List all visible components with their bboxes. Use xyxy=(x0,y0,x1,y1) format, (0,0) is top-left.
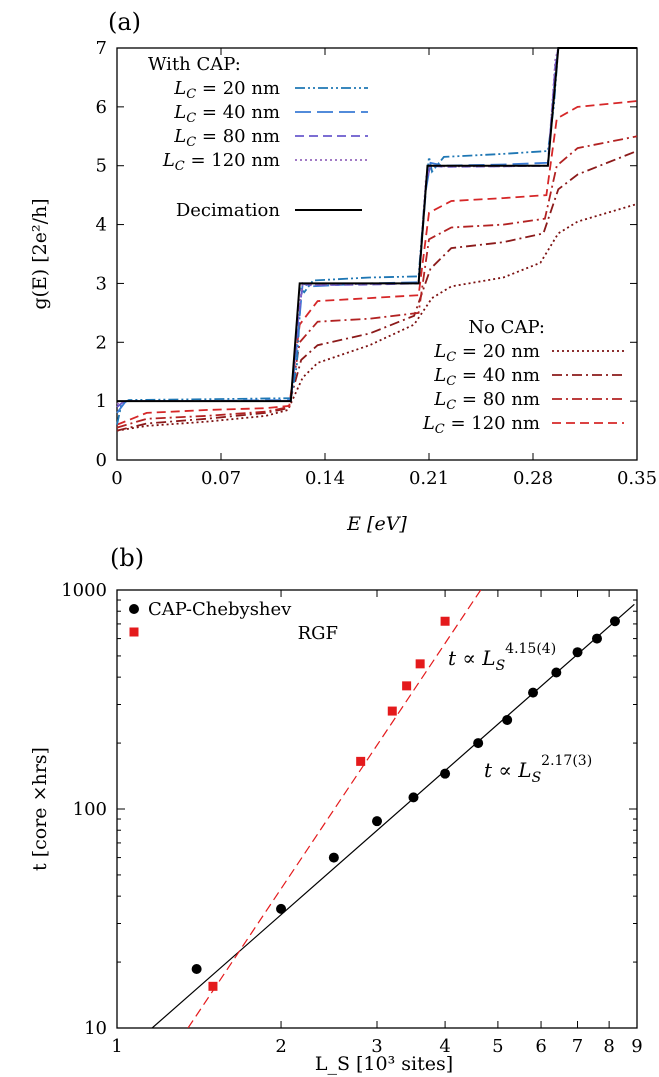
panel-b-frame xyxy=(116,589,638,1029)
a-legend-label-no-cap-2: LC = 80 nm xyxy=(433,389,540,413)
a-xtick-label: 0.28 xyxy=(513,468,553,489)
b-point-rgf xyxy=(208,981,218,991)
b-point-rgf xyxy=(356,756,366,766)
a-legend-title-with-cap: With CAP: xyxy=(148,54,241,75)
panel-b-points xyxy=(191,616,620,991)
b-annotation-cap-scaling: t ∝ LS2.17(3) xyxy=(484,753,592,786)
b-point-cap-chebyshev xyxy=(502,714,513,725)
b-ytick-label: 100 xyxy=(73,799,107,820)
b-point-cap-chebyshev xyxy=(609,616,620,627)
b-legend-label-rgf: RGF xyxy=(298,623,338,644)
panel-b-xlabel: L_S [10³ sites] xyxy=(315,1053,453,1075)
b-ytick-label: 1000 xyxy=(61,580,107,601)
panel-a-label: (a) xyxy=(108,8,141,36)
panel-b-label: (b) xyxy=(110,544,144,572)
a-xtick-label: 0 xyxy=(111,468,122,489)
b-point-cap-chebyshev xyxy=(328,852,339,863)
b-point-cap-chebyshev xyxy=(408,792,419,803)
a-xtick-label: 0.21 xyxy=(409,468,449,489)
a-ytick-label: 7 xyxy=(96,38,107,59)
b-xtick-label: 2 xyxy=(275,1036,286,1057)
a-series-line-6 xyxy=(116,150,638,432)
a-legend-label-with-cap-3: LC = 120 nm xyxy=(162,150,280,174)
b-point-rgf xyxy=(440,616,450,626)
panel-a-ticks: 0 0.07 0.14 0.21 0.28 0.35 0 1 2 3 4 5 6 7 xyxy=(96,38,657,489)
b-xtick-label: 6 xyxy=(535,1036,546,1057)
panel-b-fit-lines xyxy=(151,590,635,1028)
b-xtick-label: 1 xyxy=(111,1036,122,1057)
a-legend-label-no-cap-1: LC = 40 nm xyxy=(433,365,540,389)
b-xtick-label: 3 xyxy=(371,1036,382,1057)
a-legend-label-with-cap-0: LC = 20 nm xyxy=(173,78,280,102)
a-ytick-label: 5 xyxy=(96,156,107,177)
a-ytick-label: 2 xyxy=(96,332,107,353)
b-point-rgf xyxy=(387,706,397,716)
b-annotation-rgf-scaling: t ∝ LS4.15(4) xyxy=(448,641,556,674)
panel-a-ylabel: g(E) [2e²/h] xyxy=(29,198,51,309)
b-fit-line-1 xyxy=(187,590,482,1028)
a-series-line-0 xyxy=(117,47,637,403)
b-legend-label-cap-chebyshev: CAP-Chebyshev xyxy=(148,599,292,620)
panel-b-legend: CAP-Chebyshev RGF xyxy=(129,599,338,644)
a-legend-label-with-cap-1: LC = 40 nm xyxy=(173,102,280,126)
panel-b-ylabel: t [core ×hrs] xyxy=(29,747,51,871)
b-xtick-label: 8 xyxy=(603,1036,614,1057)
panel-b-annotations: t ∝ LS4.15(4) t ∝ LS2.17(3) xyxy=(448,641,592,786)
a-ytick-label: 4 xyxy=(96,215,107,236)
a-ytick-label: 0 xyxy=(96,450,107,471)
a-ytick-label: 3 xyxy=(96,273,107,294)
a-legend-label-decimation: Decimation xyxy=(176,200,281,221)
b-legend-marker-rgf xyxy=(129,627,139,637)
b-point-cap-chebyshev xyxy=(440,768,451,779)
a-legend-label-no-cap-3: LC = 120 nm xyxy=(422,413,540,437)
a-series-line-2 xyxy=(116,47,637,414)
a-ytick-label: 1 xyxy=(96,391,107,412)
a-legend-title-no-cap: No CAP: xyxy=(468,317,545,338)
b-xtick-label: 4 xyxy=(439,1036,450,1057)
b-fit-line-0 xyxy=(151,603,635,1028)
panel-b-ticks: 1 2 3 4 5 6 7 8 9 10 100 1000 xyxy=(61,580,643,1057)
b-xtick-label: 9 xyxy=(631,1036,642,1057)
b-point-cap-chebyshev xyxy=(372,816,382,827)
b-point-rgf xyxy=(415,659,425,669)
panel-a-series xyxy=(116,47,638,432)
b-point-rgf xyxy=(402,681,412,691)
a-legend-label-with-cap-2: LC = 80 nm xyxy=(173,126,280,150)
panel-a: (a) 0 0.07 0.14 0.21 0.28 0.35 0 1 2 3 4 5 6 7 With C… xyxy=(29,8,657,535)
a-xtick-label: 0.35 xyxy=(617,468,657,489)
b-point-cap-chebyshev xyxy=(528,687,539,698)
b-point-cap-chebyshev xyxy=(191,963,202,974)
a-legend-label-no-cap-0: LC = 20 nm xyxy=(433,341,540,365)
b-legend-marker-cap-chebyshev xyxy=(129,604,139,614)
a-xtick-label: 0.14 xyxy=(305,468,345,489)
b-xtick-label: 5 xyxy=(492,1036,503,1057)
a-series-line-7 xyxy=(116,135,638,429)
a-series-line-1 xyxy=(116,47,637,425)
a-ytick-label: 6 xyxy=(96,97,107,118)
b-point-cap-chebyshev xyxy=(591,633,602,644)
b-point-cap-chebyshev xyxy=(473,738,484,749)
a-xtick-label: 0.07 xyxy=(201,468,241,489)
b-point-cap-chebyshev xyxy=(572,647,583,658)
panel-a-xlabel: E [eV] xyxy=(346,513,407,535)
b-xtick-label: 7 xyxy=(572,1036,583,1057)
b-ytick-label: 10 xyxy=(84,1018,107,1039)
b-point-cap-chebyshev xyxy=(276,903,287,914)
b-point-cap-chebyshev xyxy=(551,667,562,678)
panel-a-frame xyxy=(116,47,638,461)
